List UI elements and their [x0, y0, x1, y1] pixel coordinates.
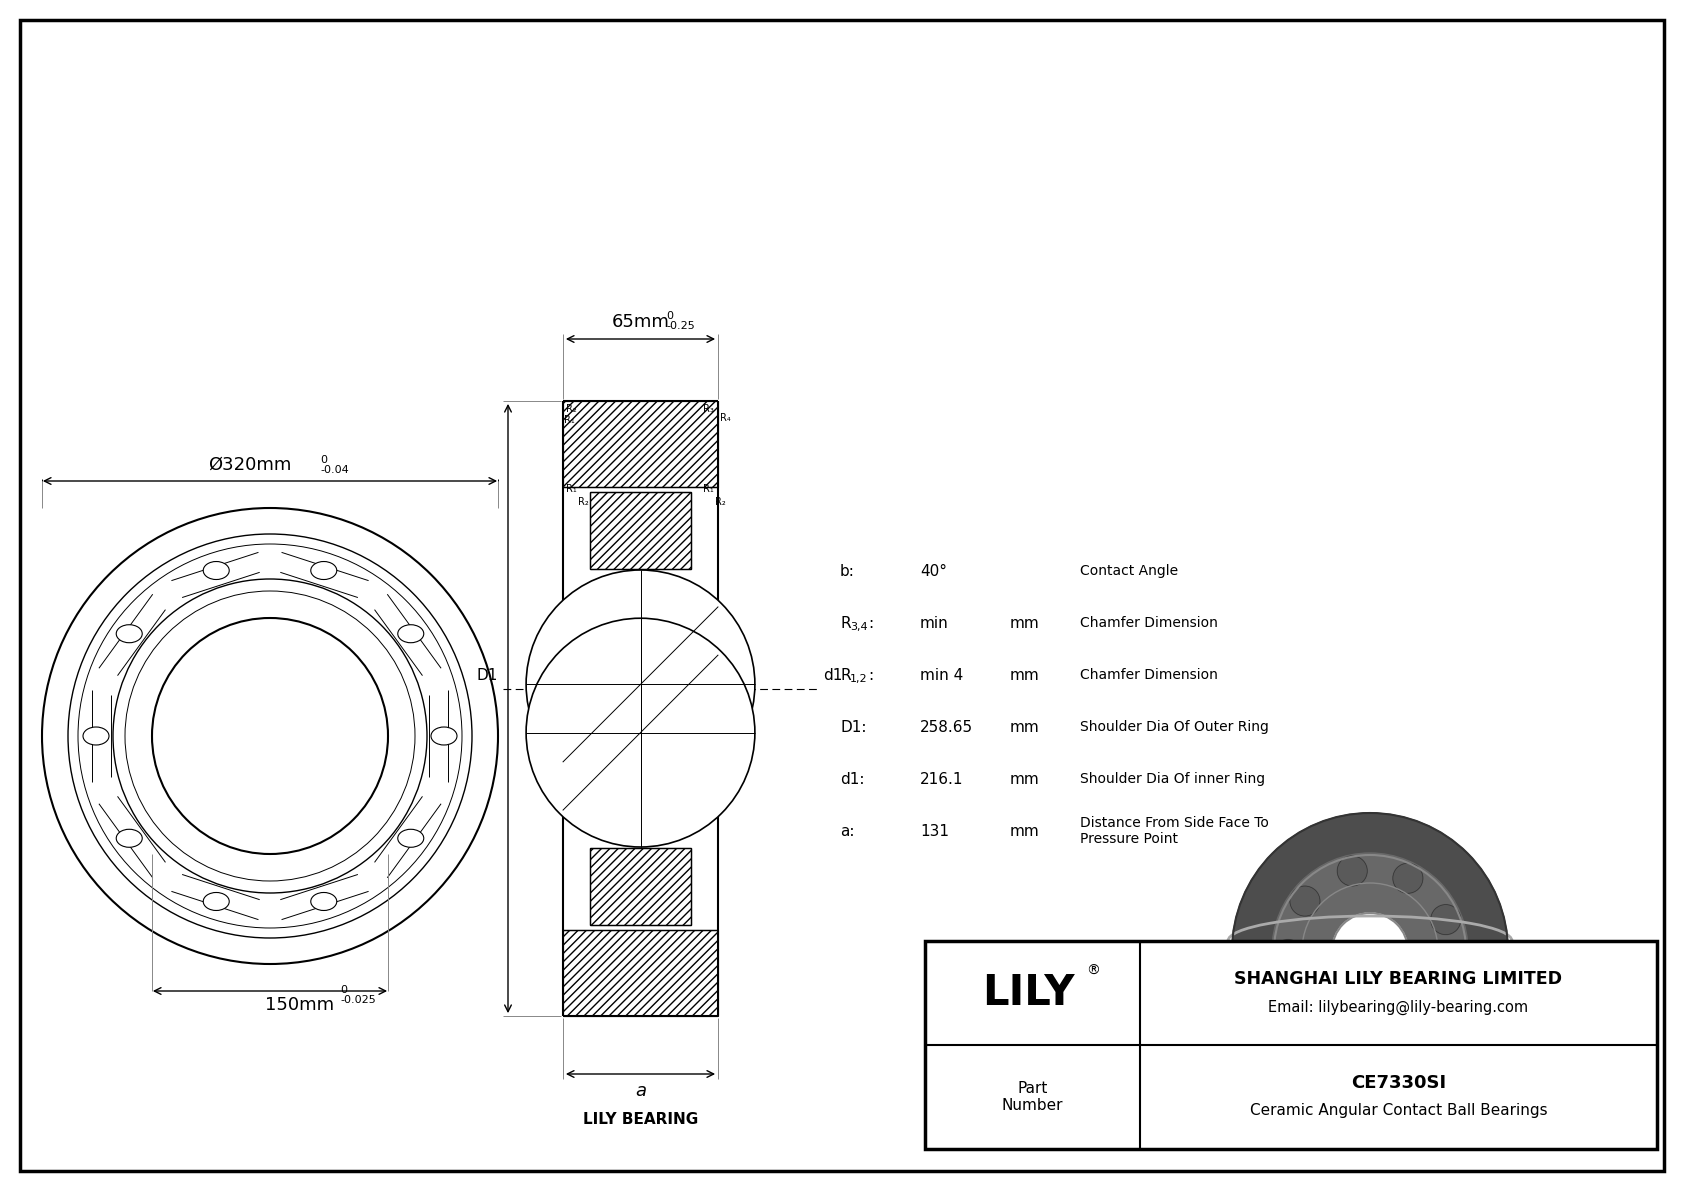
Text: 131: 131: [919, 823, 950, 838]
Ellipse shape: [431, 727, 456, 746]
Text: 258.65: 258.65: [919, 719, 973, 735]
Polygon shape: [589, 492, 690, 569]
Text: R₃: R₃: [702, 404, 714, 414]
Text: d1: d1: [823, 668, 842, 684]
Text: mm: mm: [1010, 823, 1039, 838]
Ellipse shape: [204, 892, 229, 910]
Text: 40°: 40°: [919, 563, 946, 579]
Text: a: a: [635, 1081, 647, 1100]
Text: mm: mm: [1010, 719, 1039, 735]
Circle shape: [1337, 856, 1367, 886]
Circle shape: [1273, 940, 1303, 969]
Text: a:: a:: [840, 823, 854, 838]
Ellipse shape: [312, 561, 337, 580]
Polygon shape: [562, 930, 717, 1016]
Circle shape: [1344, 1017, 1374, 1047]
Text: CE7330SI: CE7330SI: [1351, 1074, 1447, 1092]
Text: 1,2: 1,2: [850, 674, 867, 684]
Text: Chamfer Dimension: Chamfer Dimension: [1079, 616, 1218, 630]
Ellipse shape: [204, 561, 229, 580]
Text: LILY BEARING: LILY BEARING: [583, 1112, 699, 1127]
Ellipse shape: [83, 727, 109, 746]
Bar: [925, 941, 1657, 1149]
Text: :: :: [867, 667, 872, 682]
Text: R: R: [840, 667, 850, 682]
Text: Chamfer Dimension: Chamfer Dimension: [1079, 668, 1218, 682]
Text: Distance From Side Face To: Distance From Side Face To: [1079, 816, 1268, 830]
Text: mm: mm: [1010, 616, 1039, 630]
Text: 0: 0: [667, 311, 674, 322]
Text: mm: mm: [1010, 667, 1039, 682]
Text: b:: b:: [840, 563, 855, 579]
Text: :: :: [867, 616, 872, 630]
Text: Shoulder Dia Of Outer Ring: Shoulder Dia Of Outer Ring: [1079, 721, 1268, 734]
Circle shape: [1399, 1005, 1430, 1035]
Text: b: b: [623, 705, 632, 718]
Text: R₁: R₁: [702, 484, 714, 494]
Text: mm: mm: [1010, 772, 1039, 786]
Text: 65mm: 65mm: [611, 313, 670, 331]
Text: 0: 0: [340, 985, 347, 994]
Text: R₂: R₂: [716, 497, 726, 507]
Ellipse shape: [397, 625, 424, 643]
Text: R₂: R₂: [566, 404, 576, 414]
Text: Contact Angle: Contact Angle: [1079, 565, 1179, 578]
Text: 150mm: 150mm: [266, 996, 335, 1014]
Text: R₄: R₄: [721, 413, 731, 423]
Text: 216.1: 216.1: [919, 772, 963, 786]
Circle shape: [1393, 863, 1423, 893]
Text: Shoulder Dia Of inner Ring: Shoulder Dia Of inner Ring: [1079, 772, 1265, 786]
Text: 3,4: 3,4: [850, 622, 867, 632]
Ellipse shape: [312, 892, 337, 910]
Text: Ceramic Angular Contact Ball Bearings: Ceramic Angular Contact Ball Bearings: [1250, 1104, 1548, 1118]
Text: R₁: R₁: [566, 484, 576, 494]
Text: -0.025: -0.025: [340, 994, 376, 1005]
Text: -0.25: -0.25: [667, 322, 695, 331]
Text: R₂: R₂: [578, 497, 589, 507]
Text: Ø320mm: Ø320mm: [209, 456, 291, 474]
Ellipse shape: [397, 829, 424, 847]
Text: D1: D1: [477, 668, 498, 684]
Text: R: R: [840, 616, 850, 630]
Text: d1:: d1:: [840, 772, 864, 786]
Circle shape: [525, 570, 754, 799]
Ellipse shape: [116, 625, 141, 643]
Text: min: min: [919, 616, 948, 630]
Text: Part
Number: Part Number: [1002, 1080, 1063, 1114]
Polygon shape: [589, 848, 690, 925]
Circle shape: [525, 618, 754, 847]
Text: min 4: min 4: [919, 667, 963, 682]
Text: ®: ®: [1086, 964, 1100, 978]
Text: 0: 0: [320, 455, 327, 464]
Text: D1:: D1:: [840, 719, 867, 735]
Circle shape: [1433, 961, 1463, 991]
Text: R₁: R₁: [564, 414, 574, 425]
Circle shape: [1233, 813, 1507, 1089]
Circle shape: [1295, 991, 1325, 1022]
Text: Pressure Point: Pressure Point: [1079, 833, 1179, 846]
Text: LILY: LILY: [982, 972, 1074, 1014]
Text: Email: lilybearing@lily-bearing.com: Email: lilybearing@lily-bearing.com: [1268, 999, 1529, 1015]
Ellipse shape: [116, 829, 141, 847]
Text: -0.04: -0.04: [320, 464, 349, 475]
Circle shape: [1332, 913, 1408, 989]
Text: SHANGHAI LILY BEARING LIMITED: SHANGHAI LILY BEARING LIMITED: [1234, 969, 1563, 989]
Circle shape: [1431, 905, 1460, 935]
Circle shape: [1290, 886, 1320, 916]
Circle shape: [1271, 853, 1468, 1049]
Polygon shape: [562, 401, 717, 487]
